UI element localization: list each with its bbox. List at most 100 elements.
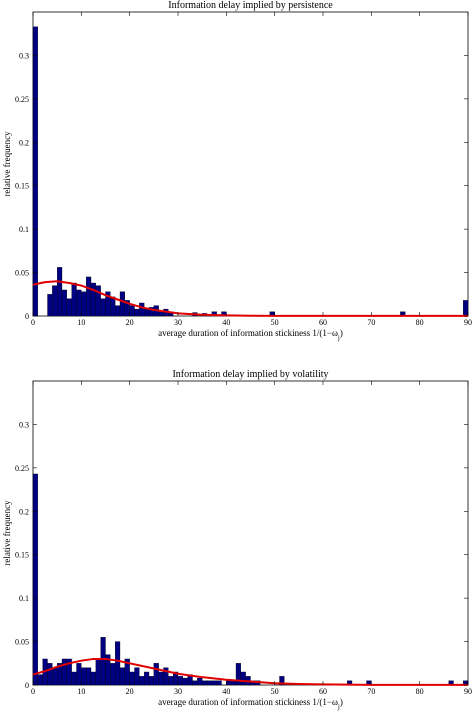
fitted-density-curve <box>32 280 468 317</box>
x-tick-label: 0 <box>31 318 35 327</box>
y-tick-label: 0.05 <box>15 638 29 647</box>
histogram-bar <box>32 473 38 686</box>
chart-title: Information delay implied by volatility <box>172 369 328 380</box>
histogram-bar <box>192 680 198 686</box>
x-tick-label: 80 <box>416 687 424 696</box>
histogram-bar <box>129 671 135 686</box>
histogram-bar <box>90 282 96 317</box>
histogram-bar <box>100 298 106 317</box>
y-tick-label: 0.05 <box>15 269 29 278</box>
y-tick-label: 0 <box>25 681 29 690</box>
histogram-bar <box>115 641 121 686</box>
histogram-bar <box>139 302 145 317</box>
x-tick-label: 0 <box>31 687 35 696</box>
histogram-bar <box>81 667 87 686</box>
histogram-bar <box>57 267 63 317</box>
histogram-bar <box>134 667 140 686</box>
histogram-bar <box>202 680 208 686</box>
y-tick-label: 0.2 <box>19 507 29 516</box>
y-tick-label: 0.3 <box>19 420 29 429</box>
x-axis-label: average duration of information stickine… <box>158 697 343 711</box>
histogram-bar <box>206 680 212 686</box>
histogram-bar <box>463 300 469 317</box>
histogram-bar <box>240 671 246 686</box>
x-tick-label: 60 <box>319 687 327 696</box>
histogram-bar <box>76 663 82 686</box>
x-tick-label: 90 <box>464 687 472 696</box>
histogram-bar <box>47 663 53 686</box>
histogram-bar <box>119 291 125 317</box>
y-tick-label: 0.1 <box>19 594 29 603</box>
histogram-bar <box>177 676 183 686</box>
histogram-bar <box>144 671 150 686</box>
histogram-bar <box>216 680 222 686</box>
histogram-bar <box>153 663 159 686</box>
histogram-bar <box>52 285 58 317</box>
y-tick-label: 0.25 <box>15 464 29 473</box>
y-tick-label: 0.2 <box>19 138 29 147</box>
y-tick-label: 0.1 <box>19 225 29 234</box>
x-tick-label: 50 <box>271 318 279 327</box>
histogram-bar <box>47 294 53 317</box>
histogram-bar <box>86 276 92 317</box>
histogram-bar <box>52 667 58 686</box>
histogram-bar <box>71 282 77 317</box>
histogram-bar <box>182 677 188 686</box>
plot-frame <box>32 11 469 317</box>
histogram-bar <box>95 658 101 686</box>
x-tick-label: 60 <box>319 318 327 327</box>
histogram-bar <box>95 285 101 317</box>
x-tick-label: 20 <box>126 318 134 327</box>
y-axis-label: relative frequency <box>2 131 12 197</box>
histogram-bar <box>86 667 92 686</box>
histogram-bar <box>76 289 82 317</box>
x-tick-label: 10 <box>77 318 85 327</box>
chart-title: Information delay implied by persistence <box>168 0 333 11</box>
histogram-bar <box>71 671 77 686</box>
x-tick-label: 50 <box>271 687 279 696</box>
x-tick-label: 40 <box>222 318 230 327</box>
histogram-bar <box>81 291 87 317</box>
histogram-bar <box>158 311 164 317</box>
histogram-bar <box>115 305 121 317</box>
x-tick-label: 30 <box>174 687 182 696</box>
histogram-bar <box>134 308 140 317</box>
histogram-bar <box>279 676 285 686</box>
y-tick-label: 0.25 <box>15 95 29 104</box>
histogram-bar <box>139 676 145 686</box>
histogram-bar <box>110 296 116 317</box>
x-tick-label: 70 <box>367 687 375 696</box>
x-tick-label: 10 <box>77 687 85 696</box>
x-tick-label: 20 <box>126 687 134 696</box>
y-axis-label: relative frequency <box>2 500 12 566</box>
histogram-bar <box>148 676 154 686</box>
histogram-bar <box>211 680 217 686</box>
histogram-bar <box>168 676 174 686</box>
x-tick-label: 70 <box>367 318 375 327</box>
histogram-bar <box>158 671 164 686</box>
y-tick-label: 0.15 <box>15 182 29 191</box>
histogram-bar <box>197 677 203 686</box>
histogram-bar <box>144 308 150 317</box>
y-tick-label: 0.3 <box>19 51 29 60</box>
x-tick-label: 40 <box>222 687 230 696</box>
histogram-bar <box>90 671 96 686</box>
x-axis-label: average duration of information stickine… <box>158 328 343 342</box>
histogram-bar <box>226 680 232 686</box>
histogram-bar <box>61 658 67 686</box>
x-tick-label: 80 <box>416 318 424 327</box>
chart-panel-2: 0 10 20 30 40 50 60 70 80 90 0 0.05 0.1 0.15 0.2 0.25 0.… <box>2 369 472 711</box>
histogram-bar <box>61 289 67 317</box>
histogram-bar <box>37 674 43 686</box>
histogram-bar <box>129 305 135 317</box>
histogram-bar <box>66 298 72 317</box>
histogram-bar <box>110 663 116 686</box>
x-tick-label: 30 <box>174 318 182 327</box>
y-tick-label: 0.15 <box>15 551 29 560</box>
chart-panel-1: 0 10 20 30 40 50 60 70 80 90 0 0.05 0.1 0.15 0.2 0.25 0.… <box>2 0 472 342</box>
fitted-density-curve <box>32 657 468 686</box>
histogram-bar <box>100 637 106 686</box>
histogram-bar <box>119 667 125 686</box>
x-tick-label: 90 <box>464 318 472 327</box>
